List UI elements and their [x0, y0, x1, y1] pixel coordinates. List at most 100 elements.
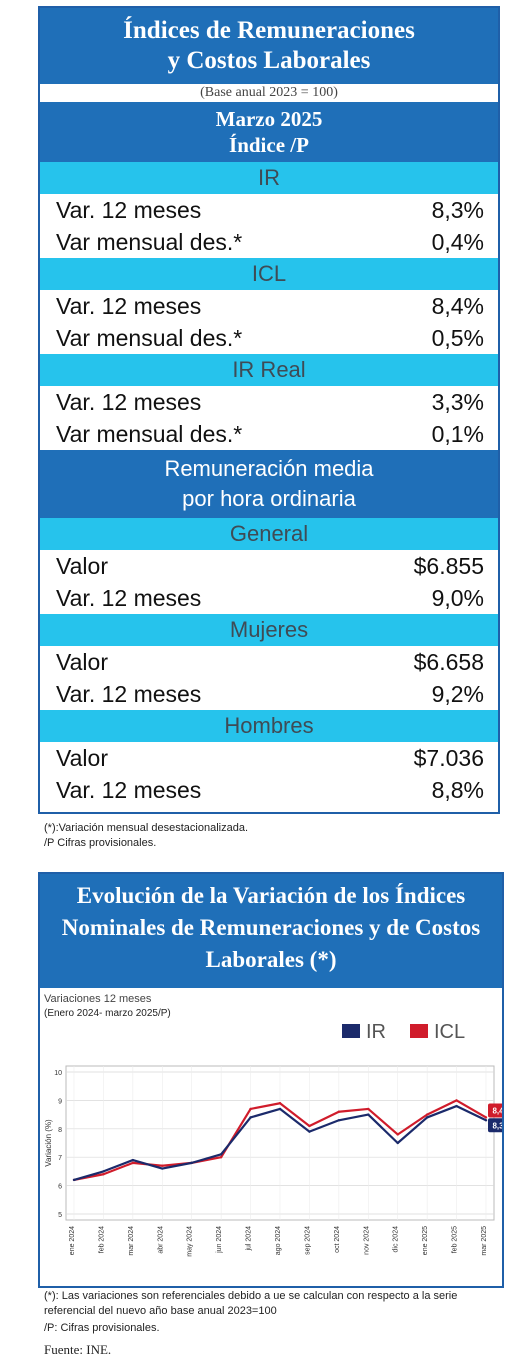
- period-header: Marzo 2025 Índice /P: [40, 102, 498, 162]
- chart-footnote-1: (*): Las variaciones son referenciales d…: [44, 1290, 458, 1302]
- section-band-mujeres: Mujeres: [40, 614, 498, 646]
- table-footnote-1: (*):Variación mensual desestacionalizada…: [44, 822, 249, 834]
- hourly-title-line1: Remuneración media: [164, 456, 374, 481]
- data-point-icl: [102, 1173, 105, 1176]
- hourly-sections: General Valor $6.855 Var. 12 meses 9,0% Mujer…: [40, 518, 498, 806]
- data-point-ir: [249, 1116, 252, 1119]
- data-point-ir: [161, 1167, 164, 1170]
- row-value: 9,0%: [431, 584, 484, 611]
- x-tick-label: feb 2025: [452, 1226, 459, 1253]
- x-tick-label: sep 2024: [304, 1226, 311, 1255]
- row-value: 8,4%: [431, 292, 484, 319]
- table-row: Var mensual des.* 0,5%: [40, 322, 498, 354]
- x-tick-label: may 2024: [187, 1226, 194, 1257]
- line-chart: Variaciones 12 meses (Enero 2024- marzo 2…: [44, 993, 508, 1257]
- x-tick-label: mar 2025: [481, 1226, 488, 1256]
- data-point-ir: [102, 1170, 105, 1173]
- data-point-ir: [425, 1116, 429, 1119]
- y-tick-label: 7: [58, 1155, 62, 1162]
- chart-title-line3: Laborales (*): [205, 947, 337, 972]
- data-point-icl: [219, 1156, 223, 1159]
- table-row: Var mensual des.* 0,1%: [40, 418, 498, 450]
- data-point-icl: [396, 1133, 399, 1136]
- data-point-icl: [455, 1099, 458, 1102]
- data-point-icl: [308, 1124, 311, 1128]
- row-value: $6.855: [413, 552, 484, 579]
- table-title-line2: y Costos Laborales: [167, 47, 371, 74]
- table-row: Valor $6.855: [40, 550, 498, 582]
- row-label: Var mensual des.*: [56, 324, 243, 351]
- chart-footnote-2: referencial del nuevo año base anual 202…: [44, 1305, 277, 1317]
- row-label: Valor: [56, 744, 108, 771]
- section-band-ir-real: IR Real: [40, 354, 498, 386]
- data-point-ir: [396, 1141, 399, 1145]
- x-tick-label: ene 2025: [422, 1226, 429, 1255]
- data-point-ir: [190, 1161, 193, 1165]
- end-label-icl: 8,4: [492, 1106, 502, 1115]
- row-label: Valor: [56, 648, 108, 675]
- row-value: 0,1%: [431, 420, 484, 447]
- table-row: Var. 12 meses 8,8%: [40, 774, 498, 806]
- row-label: Var. 12 meses: [56, 292, 202, 319]
- data-point-icl: [161, 1164, 164, 1167]
- y-axis-label: Variación (%): [44, 1119, 53, 1167]
- row-value: $7.036: [413, 744, 484, 771]
- source-note: Fuente: INE.: [44, 1342, 112, 1357]
- data-point-ir: [484, 1119, 488, 1122]
- indices-table: Índices de Remuneraciones y Costos Labor…: [38, 6, 500, 814]
- y-tick-label: 6: [58, 1184, 62, 1191]
- x-tick-label: oct 2024: [334, 1226, 341, 1253]
- data-point-icl: [425, 1113, 429, 1116]
- hourly-title-line2: por hora ordinaria: [182, 486, 356, 511]
- table-title-line1: Índices de Remuneraciones: [123, 17, 415, 44]
- chart-title-line2: Nominales de Remuneraciones y de Costos: [61, 915, 481, 940]
- table-row: Var. 12 meses 9,2%: [40, 678, 498, 710]
- row-label: Var. 12 meses: [56, 196, 202, 223]
- x-tick-label: feb 2024: [98, 1226, 105, 1253]
- data-point-ir: [367, 1113, 370, 1116]
- row-value: 9,2%: [431, 680, 484, 707]
- x-tick-label: jun 2024: [216, 1226, 223, 1254]
- row-label: Valor: [56, 552, 108, 579]
- legend-swatch-icl: [410, 1024, 428, 1038]
- data-point-ir: [337, 1119, 341, 1122]
- x-tick-label: jul 2024: [246, 1226, 253, 1252]
- chart-title: Evolución de la Variación de los Índices…: [40, 874, 502, 988]
- y-tick-label: 9: [58, 1098, 62, 1105]
- data-point-icl: [337, 1110, 341, 1113]
- row-value: 8,3%: [431, 196, 484, 223]
- section-band-hombres: Hombres: [40, 710, 498, 742]
- section-band-general: General: [40, 518, 498, 550]
- row-label: Var mensual des.*: [56, 420, 243, 447]
- data-point-icl: [278, 1102, 282, 1105]
- data-point-ir: [72, 1178, 76, 1182]
- row-value: 0,4%: [431, 228, 484, 255]
- table-footnote-2: /P Cifras provisionales.: [44, 837, 157, 849]
- row-label: Var. 12 meses: [56, 776, 202, 803]
- data-point-ir: [455, 1104, 458, 1108]
- row-value: 8,8%: [431, 776, 484, 803]
- x-tick-label: ago 2024: [275, 1226, 282, 1255]
- x-tick-label: ene 2024: [69, 1226, 76, 1255]
- data-point-ir: [308, 1130, 311, 1133]
- table-row: Var. 12 meses 8,4%: [40, 290, 498, 322]
- section-band-icl: ICL: [40, 258, 498, 290]
- row-label: Var. 12 meses: [56, 388, 202, 415]
- table-row: Var. 12 meses 3,3%: [40, 386, 498, 418]
- period-label: Marzo 2025: [215, 107, 323, 131]
- data-point-icl: [249, 1107, 252, 1111]
- chart-title-line1: Evolución de la Variación de los Índices: [76, 883, 466, 908]
- y-tick-label: 8: [58, 1127, 62, 1134]
- legend-label-icl: ICL: [434, 1021, 465, 1043]
- table-row: Var. 12 meses 8,3%: [40, 194, 498, 226]
- x-tick-label: mar 2024: [128, 1226, 135, 1256]
- table-title: Índices de Remuneraciones y Costos Labor…: [40, 8, 498, 84]
- data-point-ir: [131, 1158, 135, 1162]
- table-row: Var mensual des.* 0,4%: [40, 226, 498, 258]
- chart-subtitle: Variaciones 12 meses: [44, 993, 152, 1005]
- x-tick-label: dic 2024: [393, 1226, 400, 1253]
- chart-footnote-3: /P: Cifras provisionales.: [44, 1322, 160, 1334]
- row-value: $6.658: [413, 648, 484, 675]
- row-value: 3,3%: [431, 388, 484, 415]
- chart-panel: Evolución de la Variación de los Índices…: [38, 872, 508, 1288]
